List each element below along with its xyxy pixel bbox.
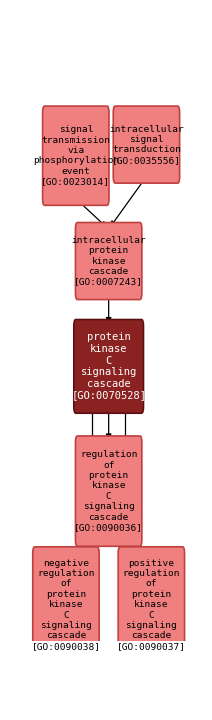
Text: regulation
of
protein
kinase
C
signaling
cascade
[GO:0090036]: regulation of protein kinase C signaling… [74,450,143,532]
Text: signal
transmission
via
phosphorylation
event
[GO:0023014]: signal transmission via phosphorylation … [33,125,119,186]
Text: negative
regulation
of
protein
kinase
C
signaling
cascade
[GO:0090038]: negative regulation of protein kinase C … [31,559,100,651]
FancyBboxPatch shape [43,106,109,205]
Text: intracellular
signal
transduction
[GO:0035556]: intracellular signal transduction [GO:00… [109,125,184,165]
FancyBboxPatch shape [75,222,142,300]
FancyBboxPatch shape [33,546,99,662]
Text: intracellular
protein
kinase
cascade
[GO:0007243]: intracellular protein kinase cascade [GO… [71,235,146,287]
FancyBboxPatch shape [113,106,180,183]
FancyBboxPatch shape [75,436,142,546]
Text: protein
kinase
C
signaling
cascade
[GO:0070528]: protein kinase C signaling cascade [GO:0… [71,333,146,400]
Text: positive
regulation
of
protein
kinase
C
signaling
cascade
[GO:0090037]: positive regulation of protein kinase C … [117,559,186,651]
FancyBboxPatch shape [118,546,185,662]
FancyBboxPatch shape [74,320,144,413]
